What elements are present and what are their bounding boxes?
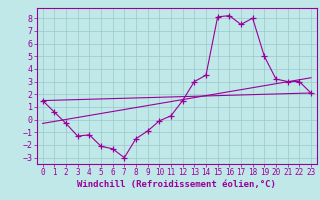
X-axis label: Windchill (Refroidissement éolien,°C): Windchill (Refroidissement éolien,°C): [77, 180, 276, 189]
